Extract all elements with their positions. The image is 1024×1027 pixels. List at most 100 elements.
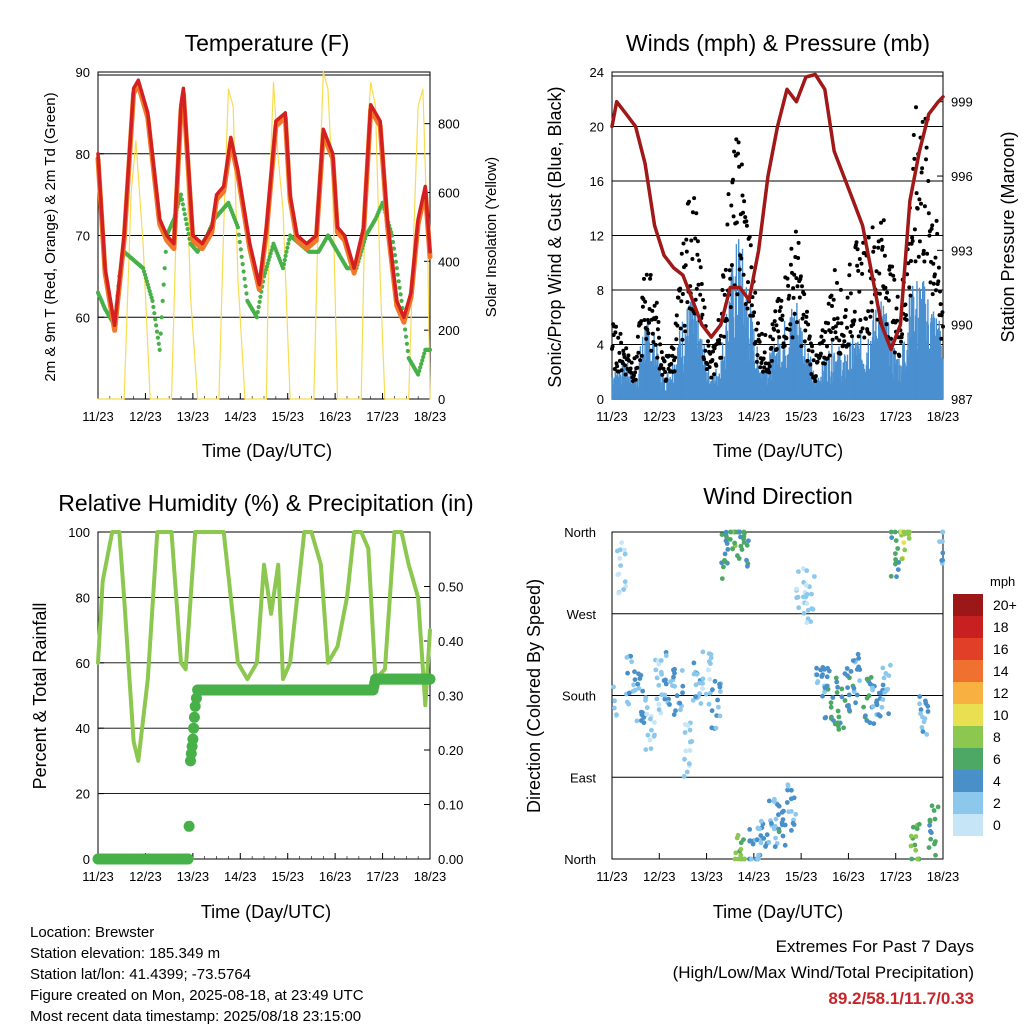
wind-direction-point: [809, 591, 814, 597]
figure-created: Figure created on Mon, 2025-08-18, at 23…: [30, 987, 364, 1004]
dewpoint-point: [149, 295, 154, 300]
wind-direction-point: [621, 587, 626, 592]
humidity-ylabel-left: Percent & Total Rainfall: [30, 603, 50, 790]
gust-point: [736, 140, 741, 145]
gust-point: [699, 282, 704, 286]
gust-point: [850, 334, 854, 339]
wind-direction-point: [846, 692, 852, 698]
wind-direction-point: [674, 693, 680, 699]
wind-direction-point: [939, 558, 945, 563]
wind-direction-point: [706, 667, 711, 673]
gust-point: [845, 295, 850, 300]
wind-direction-point: [687, 748, 693, 753]
dewpoint-point: [179, 197, 184, 202]
wind-direction-point: [617, 556, 623, 561]
dewpoint-point: [269, 248, 274, 253]
wind-direction-point: [684, 769, 690, 775]
gust-point: [680, 292, 685, 296]
wind-direction-point: [824, 674, 830, 680]
gust-point: [726, 192, 731, 197]
winds-ytick-label: 0: [597, 392, 604, 407]
wind-direction-point: [663, 653, 669, 659]
gust-point: [685, 300, 690, 305]
gust-point: [802, 339, 807, 344]
tick-labels: 11/23 12/23 13/23 14/23 15/23 16/23 17/23 18/23…: [68, 65, 1016, 884]
gust-point: [749, 265, 754, 270]
wind-direction-point: [928, 828, 933, 834]
temperature-ylabel-right: Solar Insolation (Yellow): [483, 157, 500, 317]
gust-point: [647, 320, 651, 325]
wind-direction-point: [747, 838, 753, 843]
temperature-ylabel-left: 2m & 9m T (Red, Orange) & 2m Td (Green): [42, 92, 59, 381]
humidity-ytick-label: 40: [76, 721, 90, 736]
winds-ytick-label: 4: [597, 338, 604, 353]
wind-direction-point: [773, 816, 779, 822]
gust-point: [758, 365, 763, 370]
gust-point: [706, 343, 711, 348]
gust-point: [623, 363, 628, 368]
wind-direction-point: [908, 843, 914, 849]
humidity-xtick-label: 13/23: [177, 869, 210, 884]
winds-ytick-label: 20: [590, 120, 604, 135]
gust-point: [714, 363, 719, 368]
gust-point: [753, 290, 758, 295]
gust-point: [883, 285, 888, 290]
dewpoint-point: [236, 232, 241, 237]
gust-point: [667, 353, 671, 358]
wind-direction-point: [662, 696, 668, 702]
gust-point: [889, 336, 893, 341]
gust-point: [924, 145, 929, 150]
dewpoint-point: [421, 354, 426, 360]
gust-point: [701, 298, 705, 302]
wind-direction-point: [677, 700, 683, 706]
winds-xtick-label: 11/23: [596, 409, 628, 424]
humidity-ytick-label: 0: [83, 852, 90, 867]
speed-legend-swatch: [953, 638, 983, 660]
speed-legend-label: 20+: [993, 597, 1017, 613]
gust-point: [907, 285, 912, 290]
gust-point: [710, 358, 715, 362]
extremes-subheading: (High/Low/Max Wind/Total Precipitation): [672, 963, 974, 982]
wind-direction-point: [611, 705, 617, 711]
dewpoint-point: [152, 311, 157, 316]
gust-point: [629, 360, 634, 365]
gust-point: [810, 349, 815, 354]
wind-direction-point: [937, 539, 942, 545]
speed-legend-swatch: [953, 594, 983, 616]
gust-point: [856, 268, 861, 273]
gust-point: [739, 162, 744, 167]
gust-point: [682, 323, 687, 328]
gust-point: [854, 240, 859, 245]
speed-legend-label: 12: [993, 685, 1009, 701]
wind-direction-point: [906, 536, 912, 541]
gust-point: [941, 324, 945, 329]
humidity-ytick-label: 80: [76, 590, 90, 605]
gust-point: [922, 204, 927, 209]
gust-point: [663, 370, 668, 374]
wind-direction-point: [850, 658, 856, 663]
dewpoint-point: [142, 272, 148, 277]
gust-point: [613, 330, 618, 335]
wind-direction-point: [653, 667, 659, 673]
wind-direction-point: [634, 718, 640, 724]
dewpoint-point: [404, 341, 409, 346]
wind-direction-point: [738, 846, 744, 852]
wind-direction-point: [611, 684, 616, 690]
wind-direction-point: [796, 605, 802, 611]
gust-point: [806, 348, 811, 353]
gust-point: [856, 334, 861, 339]
wind-direction-point: [632, 669, 637, 675]
wind-direction-point: [719, 532, 725, 537]
gust-point: [908, 293, 913, 298]
wind-direction-point: [923, 701, 929, 706]
dewpoint-point: [391, 246, 397, 251]
winds-ytick-right-label: 993: [951, 243, 973, 258]
gust-point: [835, 316, 840, 321]
extremes-box: Extremes For Past 7 Days (High/Low/Max W…: [673, 934, 974, 1012]
wind-direction-point: [820, 693, 825, 699]
wind-direction-point: [940, 529, 946, 535]
gust-point: [748, 243, 753, 248]
wind-direction-point: [892, 529, 898, 535]
gust-point: [695, 252, 700, 257]
wind-direction-point: [708, 655, 714, 661]
